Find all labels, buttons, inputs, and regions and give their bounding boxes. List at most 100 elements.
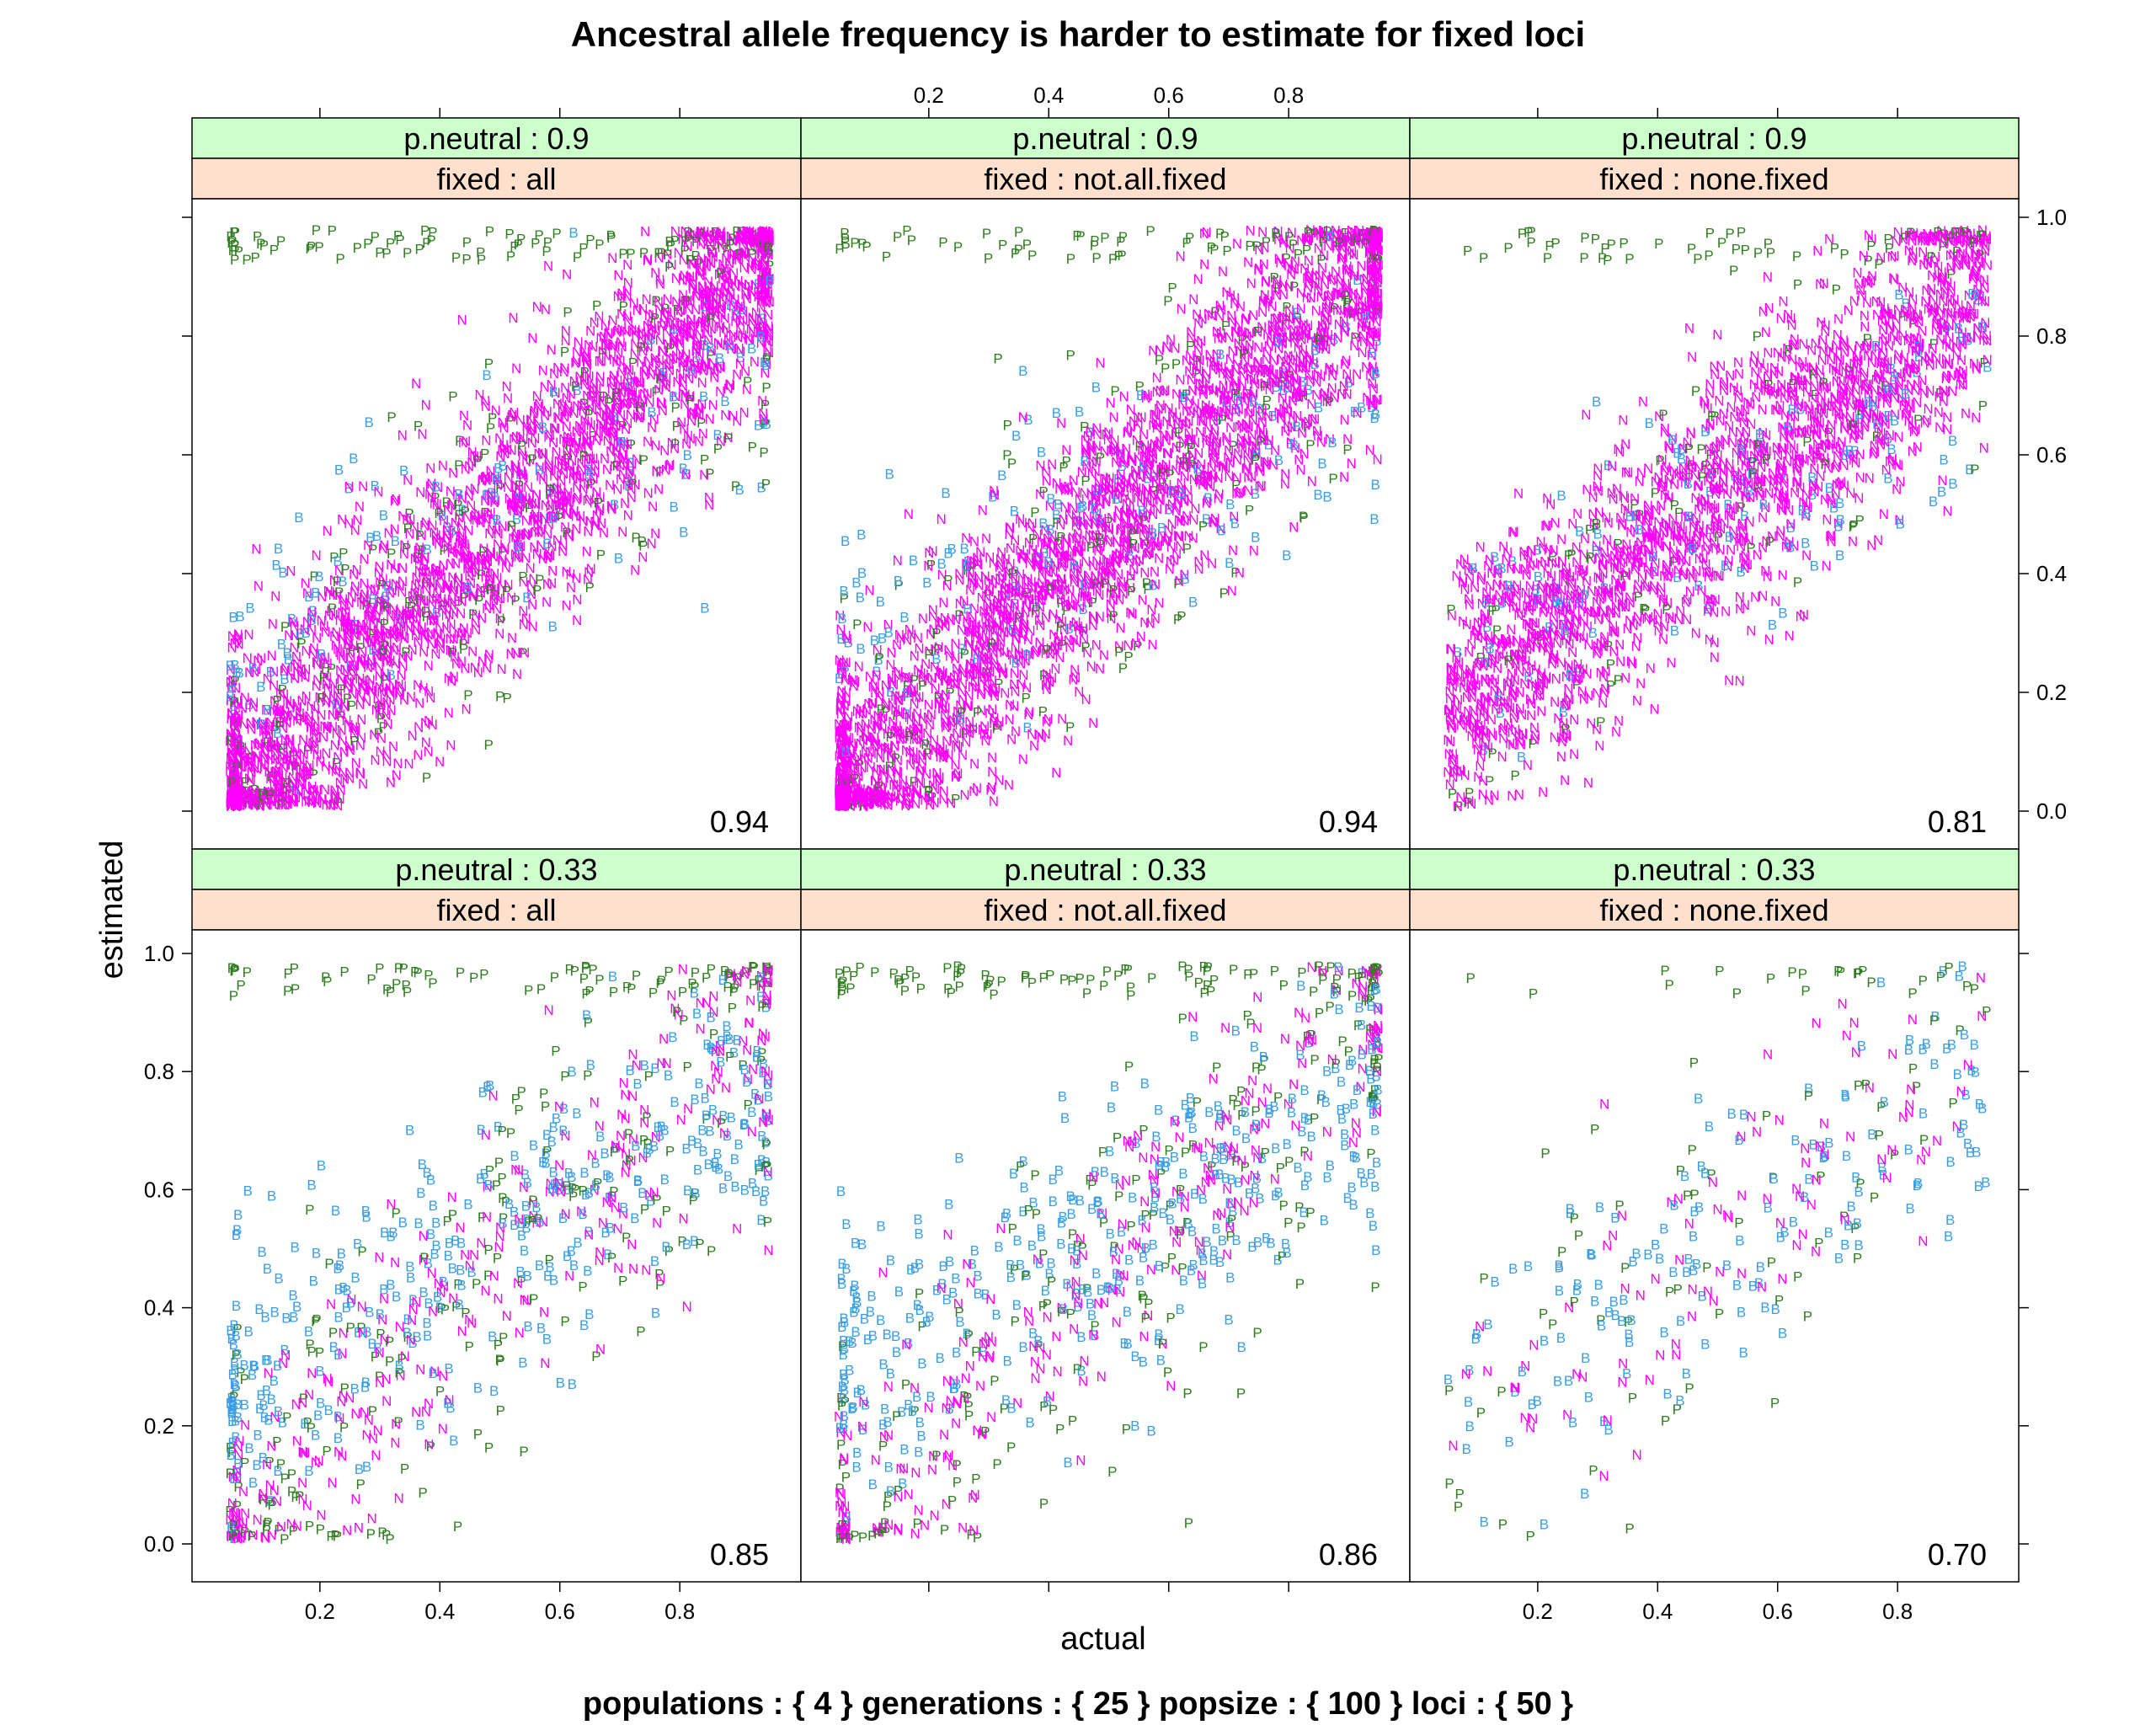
data-point-N: N	[1208, 382, 1218, 398]
data-point-N: N	[1214, 487, 1225, 503]
data-point-N: N	[1148, 343, 1158, 359]
data-point-B: B	[876, 594, 885, 610]
data-point-N: N	[269, 664, 279, 680]
data-point-N: N	[946, 715, 956, 731]
data-point-P: P	[1215, 226, 1225, 242]
data-point-N: N	[323, 523, 333, 539]
data-point-N: N	[1227, 583, 1237, 599]
data-point-N: N	[328, 607, 339, 623]
data-point-N: N	[522, 422, 532, 438]
data-point-N: N	[547, 342, 557, 358]
data-point-N: N	[559, 364, 569, 380]
data-point-P: P	[924, 647, 933, 663]
data-point-N: N	[309, 782, 319, 798]
data-point-P: P	[748, 440, 757, 456]
data-point-P: P	[664, 259, 674, 275]
data-point-N: N	[391, 607, 401, 623]
data-point-N: N	[558, 499, 568, 515]
data-point-N: N	[1353, 405, 1363, 421]
data-point-N: N	[990, 487, 1000, 503]
data-point-P: P	[723, 430, 733, 446]
data-point-B: B	[399, 463, 408, 479]
data-point-N: N	[1051, 765, 1061, 781]
data-point-N: N	[1289, 261, 1299, 277]
data-point-P: P	[1177, 609, 1186, 625]
data-point-N: N	[1006, 731, 1017, 747]
data-point-N: N	[1171, 440, 1181, 456]
data-point-N: N	[969, 756, 979, 772]
data-point-N: N	[617, 524, 627, 540]
data-point-N: N	[301, 575, 311, 591]
data-point-N: N	[511, 360, 521, 377]
data-point-N: N	[419, 628, 430, 644]
data-point-N: N	[1281, 310, 1291, 326]
data-point-N: N	[1207, 556, 1217, 572]
data-point-B: B	[492, 512, 501, 528]
data-point-P: P	[631, 530, 640, 546]
data-point-N: N	[985, 550, 995, 566]
data-point-N: N	[449, 669, 459, 685]
data-point-N: N	[870, 685, 880, 701]
data-point-N: N	[1214, 330, 1224, 346]
data-point-N: N	[457, 312, 467, 328]
data-point-N: N	[596, 515, 606, 531]
strip-p-neutral-label: p.neutral : 0.9	[1012, 121, 1198, 156]
data-point-N: N	[541, 302, 551, 318]
data-point-B: B	[584, 467, 593, 483]
data-point-N: N	[533, 512, 543, 528]
data-point-B: B	[538, 419, 547, 435]
correlation-label: 0.94	[710, 804, 769, 839]
data-point-B: B	[1251, 530, 1260, 546]
data-point-N: N	[382, 746, 392, 762]
data-point-N: N	[1276, 409, 1286, 425]
data-point-N: N	[300, 670, 310, 686]
data-point-N: N	[606, 375, 616, 391]
data-point-N: N	[337, 722, 347, 738]
data-point-N: N	[1221, 285, 1231, 301]
data-point-P: P	[1011, 245, 1020, 261]
data-point-N: N	[691, 288, 702, 304]
data-point-N: N	[1231, 486, 1241, 502]
data-point-N: N	[728, 327, 739, 343]
data-point-N: N	[1175, 248, 1185, 264]
data-point-N: N	[760, 282, 771, 298]
data-point-B: B	[756, 329, 766, 345]
data-point-N: N	[1128, 606, 1138, 622]
data-point-N: N	[600, 451, 610, 467]
data-point-N: N	[233, 734, 243, 750]
data-point-B: B	[1188, 594, 1198, 610]
data-point-B: B	[922, 574, 931, 590]
data-point-N: N	[543, 259, 553, 275]
data-point-N: N	[280, 663, 290, 679]
data-point-N: N	[486, 487, 496, 503]
data-point-N: N	[1002, 602, 1012, 618]
data-point-N: N	[481, 469, 491, 485]
data-point-N: N	[417, 426, 427, 442]
data-point-N: N	[715, 384, 725, 400]
data-point-B: B	[1091, 379, 1101, 395]
data-point-N: N	[520, 645, 530, 661]
data-point-N: N	[1184, 364, 1194, 380]
data-point-P: P	[852, 617, 862, 633]
data-point-B: B	[365, 414, 374, 430]
data-point-P: P	[488, 410, 497, 426]
data-point-N: N	[435, 754, 445, 770]
data-point-N: N	[595, 369, 605, 385]
data-point-N: N	[678, 377, 688, 393]
data-point-N: N	[355, 617, 366, 633]
data-point-N: N	[597, 344, 607, 360]
data-point-P: P	[353, 240, 362, 256]
data-point-N: N	[329, 782, 339, 798]
data-point-N: N	[1151, 420, 1161, 436]
data-point-P: P	[256, 236, 265, 252]
data-point-P: P	[1129, 536, 1138, 552]
data-point-N: N	[278, 712, 288, 728]
data-point-N: N	[612, 400, 622, 416]
data-point-P: P	[518, 569, 527, 585]
data-point-P: P	[375, 245, 384, 261]
data-point-N: N	[552, 532, 563, 548]
data-point-N: N	[511, 490, 521, 506]
data-point-N: N	[266, 648, 276, 664]
data-point-N: N	[955, 596, 965, 612]
data-point-N: N	[927, 543, 937, 559]
